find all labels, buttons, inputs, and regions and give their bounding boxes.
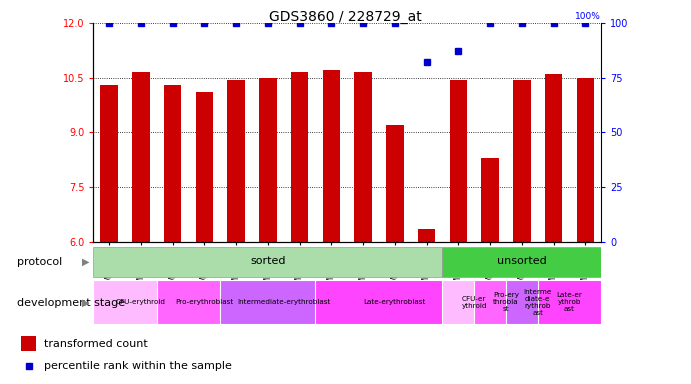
Bar (474, 280, 538, 324)
Text: 100%: 100% (576, 12, 601, 21)
Bar (576, 78, 594, 242)
Text: Late-er
ythrob
ast: Late-er ythrob ast (556, 292, 583, 313)
Text: Pro-erythroblast: Pro-erythroblast (176, 300, 234, 305)
Bar (545, 74, 562, 242)
Bar (227, 79, 245, 242)
Text: transformed count: transformed count (44, 339, 148, 349)
Bar (506, 280, 569, 324)
Text: unsorted: unsorted (497, 257, 547, 266)
Bar (157, 280, 252, 324)
Bar (259, 78, 276, 242)
Bar (323, 71, 340, 242)
Text: CFU-er
ythroid: CFU-er ythroid (462, 296, 487, 309)
Bar (482, 158, 499, 242)
Bar (450, 79, 467, 242)
Bar (442, 280, 506, 324)
Bar (442, 247, 601, 277)
Bar (354, 72, 372, 242)
Bar (93, 280, 189, 324)
Bar (132, 72, 150, 242)
Text: Intermediate-erythroblast: Intermediate-erythroblast (237, 300, 330, 305)
Bar (513, 79, 531, 242)
Bar (21, 336, 36, 351)
Bar (538, 280, 601, 324)
Bar (316, 280, 474, 324)
Bar (164, 85, 181, 242)
Text: ▶: ▶ (82, 257, 89, 267)
Text: percentile rank within the sample: percentile rank within the sample (44, 361, 231, 371)
Bar (220, 280, 347, 324)
Text: development stage: development stage (17, 298, 125, 308)
Text: Interme
diate-e
rythrob
ast: Interme diate-e rythrob ast (524, 289, 552, 316)
Bar (93, 247, 442, 277)
Text: Pro-ery
throbla
st: Pro-ery throbla st (493, 292, 519, 313)
Bar (291, 72, 308, 242)
Bar (196, 93, 213, 242)
Bar (418, 229, 435, 242)
Text: CFU-erythroid: CFU-erythroid (116, 300, 166, 305)
Bar (100, 85, 118, 242)
Text: protocol: protocol (17, 257, 62, 267)
Text: Late-erythroblast: Late-erythroblast (363, 300, 426, 305)
Text: ▶: ▶ (82, 298, 89, 308)
Text: GDS3860 / 228729_at: GDS3860 / 228729_at (269, 10, 422, 23)
Bar (386, 125, 404, 242)
Text: sorted: sorted (250, 257, 285, 266)
